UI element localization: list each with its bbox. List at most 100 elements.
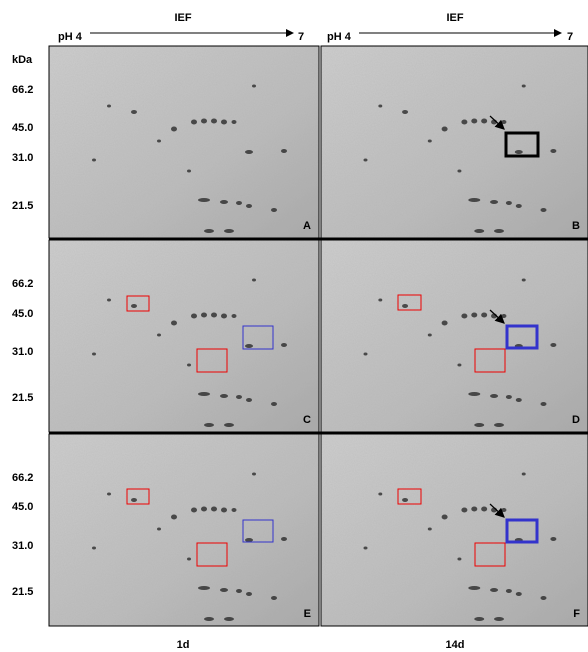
protein-spot xyxy=(224,423,234,427)
protein-spot xyxy=(457,363,462,367)
protein-spot xyxy=(221,313,227,319)
protein-spot xyxy=(271,596,277,600)
protein-spot xyxy=(211,118,217,124)
protein-spot xyxy=(191,507,197,513)
mw-label: 66.2 xyxy=(12,472,33,484)
panel-label: F xyxy=(573,608,580,620)
protein-spot xyxy=(494,423,504,427)
protein-spot xyxy=(514,150,523,154)
mw-label: 45.0 xyxy=(12,308,33,320)
protein-spot xyxy=(471,118,478,124)
panel-label: C xyxy=(303,414,311,426)
mw-label: 21.5 xyxy=(12,392,33,404)
protein-spot xyxy=(252,278,256,282)
ph-end: 7 xyxy=(298,31,304,43)
highlight-box xyxy=(397,294,422,311)
protein-spot xyxy=(236,395,242,399)
header: IEF pH 4 7 IEF pH 4 7 kDa xyxy=(12,12,573,66)
gel-image xyxy=(49,240,319,432)
protein-spot xyxy=(211,312,217,318)
highlight-box xyxy=(126,295,150,312)
mw-label: 45.0 xyxy=(12,122,33,134)
protein-spot xyxy=(471,312,478,318)
protein-spot xyxy=(363,546,368,550)
axis-title: IEF xyxy=(446,12,463,24)
protein-spot xyxy=(402,110,409,114)
protein-spot xyxy=(457,557,462,561)
protein-spot xyxy=(461,119,468,125)
protein-spot xyxy=(474,229,485,233)
protein-spot xyxy=(490,200,499,204)
ph-end: 7 xyxy=(567,31,573,43)
protein-spot xyxy=(220,588,228,592)
protein-spot xyxy=(441,320,448,326)
protein-spot xyxy=(481,506,488,512)
mw-unit: kDa xyxy=(12,54,33,66)
highlight-box xyxy=(474,542,506,567)
protein-spot xyxy=(494,617,504,621)
protein-spot xyxy=(204,423,214,427)
protein-spot xyxy=(490,394,499,398)
highlight-box xyxy=(126,488,150,505)
protein-spot xyxy=(501,508,507,512)
protein-spot xyxy=(461,313,468,319)
protein-spot xyxy=(236,201,242,205)
mw-label: 66.2 xyxy=(12,278,33,290)
protein-spot xyxy=(107,298,111,302)
ph-start: pH 4 xyxy=(58,31,83,43)
protein-spot xyxy=(224,229,234,233)
gel-image xyxy=(321,46,588,238)
gel-panel: E xyxy=(48,433,320,627)
gel-panel: F xyxy=(320,433,588,627)
panel-label: D xyxy=(572,414,580,426)
protein-spot xyxy=(505,201,512,205)
highlight-box xyxy=(505,324,539,350)
protein-spot xyxy=(468,392,481,396)
protein-spot xyxy=(131,304,137,308)
protein-spot xyxy=(191,313,197,319)
protein-spot xyxy=(271,402,277,406)
panel-label: A xyxy=(303,220,311,232)
pointer-arrow xyxy=(489,309,505,324)
protein-spot xyxy=(107,492,111,496)
protein-spot xyxy=(402,304,409,308)
gels: A B 66.2 45.0 31.0 21.5 C D 66.2 45.0 31.0 21.5 E F 66… xyxy=(12,45,588,627)
mw-label: 31.0 xyxy=(12,346,33,358)
protein-spot xyxy=(220,200,228,204)
protein-spot xyxy=(540,596,547,600)
mw-label: 45.0 xyxy=(12,501,33,513)
protein-spot xyxy=(281,537,287,541)
highlight-box xyxy=(397,488,422,505)
mw-label: 31.0 xyxy=(12,152,33,164)
protein-spot xyxy=(171,126,177,132)
protein-spot xyxy=(501,120,507,124)
protein-spot xyxy=(221,119,227,125)
protein-spot xyxy=(471,506,478,512)
mw-label: 21.5 xyxy=(12,200,33,212)
protein-spot xyxy=(427,527,432,531)
protein-spot xyxy=(221,507,227,513)
protein-spot xyxy=(236,589,242,593)
gel-image xyxy=(49,434,319,626)
protein-spot xyxy=(515,592,522,596)
panel-label: B xyxy=(572,220,580,232)
protein-spot xyxy=(271,208,277,212)
protein-spot xyxy=(198,198,210,202)
protein-spot xyxy=(521,84,526,88)
protein-spot xyxy=(157,333,161,337)
protein-spot xyxy=(505,589,512,593)
protein-spot xyxy=(363,158,368,162)
protein-spot xyxy=(231,314,237,318)
panel-label: E xyxy=(304,608,311,620)
protein-spot xyxy=(245,538,253,542)
pointer-arrow xyxy=(489,115,505,130)
protein-spot xyxy=(171,320,177,326)
protein-spot xyxy=(461,507,468,513)
highlight-box xyxy=(474,348,506,373)
protein-spot xyxy=(245,344,253,348)
protein-spot xyxy=(378,492,383,496)
protein-spot xyxy=(494,229,504,233)
mw-label: 31.0 xyxy=(12,540,33,552)
highlight-box xyxy=(196,348,228,373)
